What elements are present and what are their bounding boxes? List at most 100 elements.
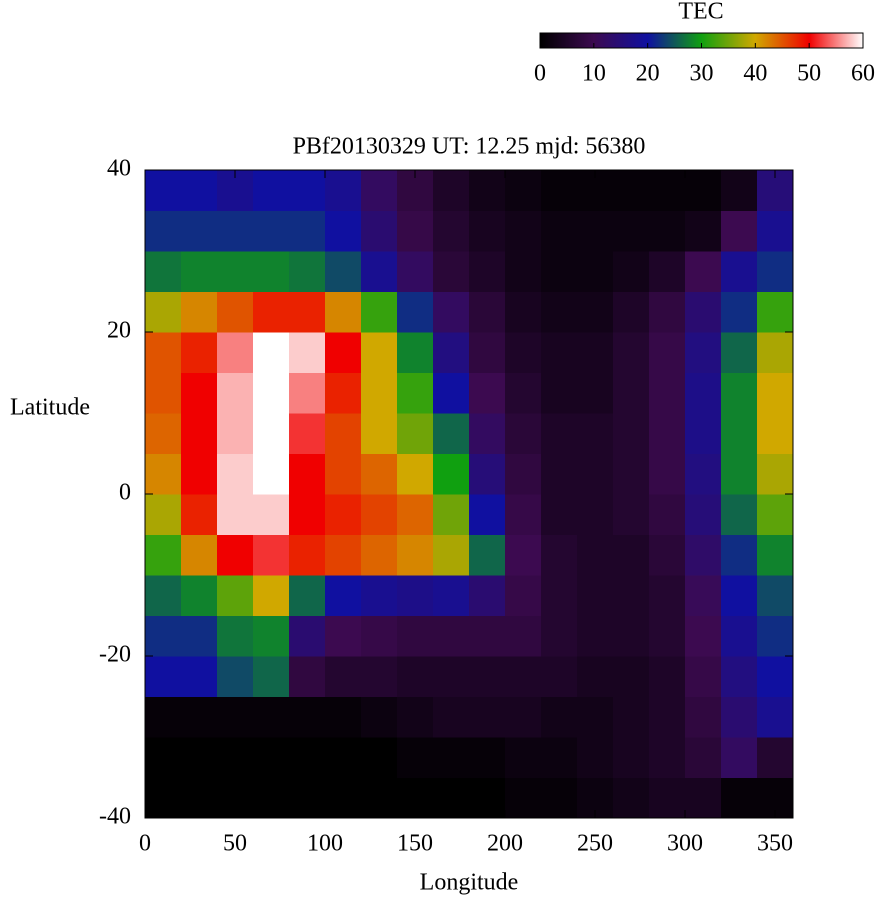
heat-cell [433,777,470,819]
heat-cell [253,696,290,738]
x-tick-label: 100 [307,831,343,857]
heat-cell [433,291,470,333]
heat-cell [541,210,578,252]
heat-cell [685,494,722,535]
heat-cell [217,575,254,616]
heat-cell [541,251,578,292]
heat-cell [433,251,470,292]
heat-cell [721,291,758,333]
heat-cell [505,777,542,819]
heat-cell [397,534,434,576]
heat-cell [325,210,362,252]
heat-cell [325,494,362,535]
heat-cell [577,210,614,252]
heat-cell [577,656,614,697]
heat-cell [361,372,398,414]
heat-cell [613,575,650,616]
heat-cell [577,413,614,454]
heat-cell [325,696,362,738]
heat-cell [649,251,686,292]
heat-cell [397,291,434,333]
heat-cell [685,615,722,657]
heat-cell [613,494,650,535]
heat-cell [757,291,794,333]
heat-cell [613,615,650,657]
heat-cell [685,413,722,454]
heat-cell [685,777,722,819]
y-tick-label: 40 [107,156,131,182]
heat-cell [613,453,650,495]
heat-cell [505,534,542,576]
heat-cell [721,737,758,778]
heat-cell [289,656,326,697]
heat-cell [505,372,542,414]
heat-cell [181,615,218,657]
heat-cell [325,615,362,657]
x-axis-label: Longitude [420,870,519,896]
heat-cell [181,575,218,616]
heat-cell [145,251,182,292]
heat-cell [181,413,218,454]
heat-cell [145,170,182,211]
heat-cell [613,696,650,738]
heat-cell [613,291,650,333]
heat-cell [217,210,254,252]
heat-cell [469,413,506,454]
heat-cell [253,737,290,778]
y-tick-label: 20 [107,318,131,344]
heat-cell [541,291,578,333]
y-tick-label: -40 [99,804,131,830]
colorbar-tick-label: 40 [743,61,767,87]
heat-cell [289,696,326,738]
heat-cell [433,696,470,738]
heat-cell [217,453,254,495]
heat-cell [721,494,758,535]
heat-cell [757,575,794,616]
x-tick-label: 50 [223,831,247,857]
heat-cell [613,534,650,576]
heat-cell [325,332,362,373]
heat-cell [433,372,470,414]
heat-cell [505,413,542,454]
heat-cell [685,372,722,414]
heat-cell [361,170,398,211]
heat-cell [433,413,470,454]
heat-cell [577,251,614,292]
heat-cell [253,534,290,576]
heat-cell [469,656,506,697]
heat-cell [289,494,326,535]
heat-cell [613,251,650,292]
heat-cell [181,534,218,576]
heat-cell [469,737,506,778]
heat-cell [145,291,182,333]
heat-cell [757,534,794,576]
heat-cell [397,210,434,252]
heat-cell [433,534,470,576]
heat-cell [253,413,290,454]
heat-cell [469,494,506,535]
colorbar-tick-label: 0 [534,61,546,87]
heat-cell [757,210,794,252]
heat-cell [469,332,506,373]
heat-cell [397,696,434,738]
heat-cell [541,170,578,211]
heat-cell [217,372,254,414]
heat-cell [505,210,542,252]
heat-cell [505,453,542,495]
y-axis-label: Latitude [10,395,90,421]
heat-cell [253,453,290,495]
heat-cell [505,494,542,535]
heat-cell [145,210,182,252]
heat-cell [613,777,650,819]
heat-cell [289,413,326,454]
heat-cell [361,291,398,333]
heat-cell [613,413,650,454]
heat-cell [325,777,362,819]
heat-cell [541,372,578,414]
heat-cell [649,210,686,252]
heat-cell [325,170,362,211]
heat-cell [181,210,218,252]
x-tick-label: 250 [577,831,613,857]
heat-cell [469,696,506,738]
heat-cell [289,251,326,292]
